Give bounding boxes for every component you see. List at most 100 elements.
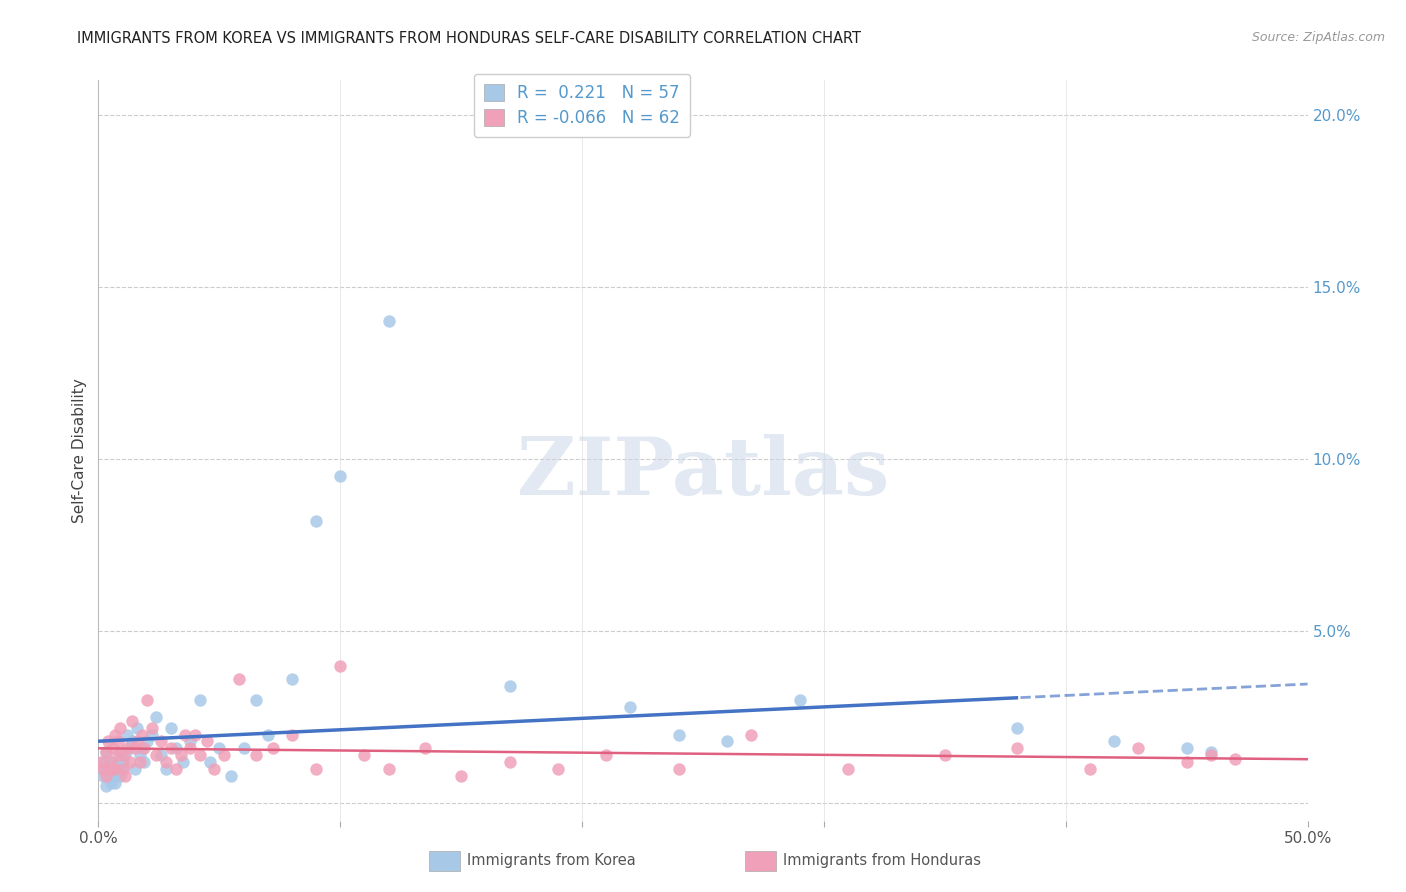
Point	[91, 755, 114, 769]
Point	[1128, 741, 1150, 756]
Point	[547, 762, 569, 776]
Point	[100, 755, 122, 769]
Point	[100, 755, 122, 769]
Point	[619, 700, 641, 714]
Point	[450, 769, 472, 783]
Point	[188, 693, 211, 707]
Point	[150, 734, 173, 748]
Point	[118, 755, 141, 769]
Point	[172, 755, 194, 769]
Point	[837, 762, 859, 776]
Point	[228, 673, 250, 687]
Point	[595, 748, 617, 763]
Point	[107, 734, 129, 748]
Point	[100, 762, 122, 776]
Point	[305, 762, 328, 776]
Y-axis label: Self-Care Disability: Self-Care Disability	[72, 378, 87, 523]
Point	[128, 748, 150, 763]
Point	[1102, 734, 1125, 748]
Point	[134, 741, 156, 756]
Point	[108, 721, 131, 735]
Point	[165, 762, 187, 776]
Point	[208, 741, 231, 756]
Point	[1175, 755, 1198, 769]
Point	[127, 734, 149, 748]
Text: ZIPatlas: ZIPatlas	[517, 434, 889, 512]
Point	[91, 769, 114, 783]
Point	[145, 748, 167, 763]
Point	[198, 755, 221, 769]
Point	[716, 734, 738, 748]
Point	[135, 693, 157, 707]
Point	[127, 721, 149, 735]
Text: IMMIGRANTS FROM KOREA VS IMMIGRANTS FROM HONDURAS SELF-CARE DISABILITY CORRELATI: IMMIGRANTS FROM KOREA VS IMMIGRANTS FROM…	[77, 31, 862, 46]
Point	[221, 769, 243, 783]
Point	[934, 748, 956, 763]
Point	[668, 727, 690, 741]
Point	[174, 727, 197, 741]
Point	[145, 710, 167, 724]
Point	[150, 748, 173, 763]
Point	[184, 727, 207, 741]
Point	[188, 748, 211, 763]
Point	[107, 762, 129, 776]
Text: Immigrants from Korea: Immigrants from Korea	[467, 854, 636, 868]
Point	[97, 734, 120, 748]
Point	[101, 769, 124, 783]
Point	[94, 779, 117, 793]
Point	[107, 748, 129, 763]
Legend: R =  0.221   N = 57, R = -0.066   N = 62: R = 0.221 N = 57, R = -0.066 N = 62	[474, 74, 690, 136]
Point	[104, 727, 127, 741]
Point	[121, 734, 143, 748]
Point	[134, 755, 156, 769]
Point	[131, 727, 153, 741]
Point	[118, 741, 141, 756]
Point	[111, 762, 134, 776]
Point	[128, 755, 150, 769]
Point	[90, 762, 112, 776]
Point	[204, 762, 226, 776]
Point	[329, 469, 352, 483]
Point	[1007, 741, 1029, 756]
Point	[305, 514, 328, 528]
Point	[141, 727, 163, 741]
Point	[195, 734, 218, 748]
Point	[155, 762, 177, 776]
Point	[108, 745, 131, 759]
Point	[498, 755, 520, 769]
Point	[329, 658, 352, 673]
Point	[97, 769, 120, 783]
Point	[104, 776, 127, 790]
Point	[668, 762, 690, 776]
Point	[165, 741, 187, 756]
Point	[101, 741, 124, 756]
Point	[111, 748, 134, 763]
Point	[232, 741, 254, 756]
Point	[262, 741, 284, 756]
Point	[740, 727, 762, 741]
Point	[169, 748, 191, 763]
Point	[97, 762, 120, 776]
Point	[135, 734, 157, 748]
Point	[114, 748, 136, 763]
Point	[117, 727, 139, 741]
Point	[179, 734, 201, 748]
Point	[94, 769, 117, 783]
Point	[160, 721, 183, 735]
Point	[104, 762, 127, 776]
Point	[107, 755, 129, 769]
Point	[1007, 721, 1029, 735]
Point	[108, 769, 131, 783]
Point	[179, 741, 201, 756]
Point	[104, 769, 127, 783]
Text: Source: ZipAtlas.com: Source: ZipAtlas.com	[1251, 31, 1385, 45]
Point	[1223, 752, 1246, 766]
Point	[94, 745, 117, 759]
Point	[124, 762, 146, 776]
Point	[114, 769, 136, 783]
Point	[100, 776, 122, 790]
Point	[498, 679, 520, 693]
Point	[1175, 741, 1198, 756]
Point	[141, 721, 163, 735]
Point	[111, 762, 134, 776]
